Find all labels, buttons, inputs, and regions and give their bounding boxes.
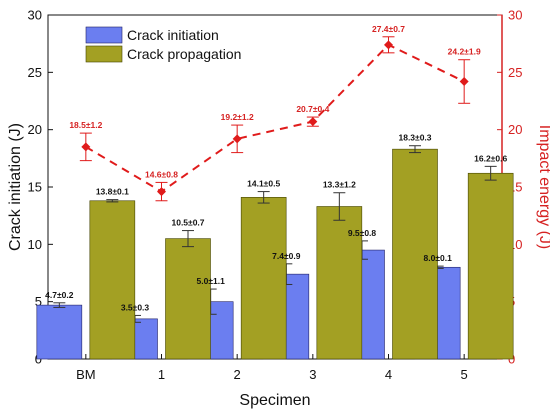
bars-group (36, 145, 514, 360)
impact-energy-point (384, 40, 393, 50)
legend: Crack initiation Crack propagation (85, 26, 241, 63)
line-data-label: 14.6±0.8 (145, 169, 178, 179)
y2-tick-label: 25 (508, 65, 522, 80)
y-axis-title: Crack initiation (J) (7, 123, 24, 251)
bar-data-label: 4.7±0.2 (45, 290, 74, 300)
bar-data-label: 9.5±0.8 (348, 228, 377, 238)
bar-crack-propagation (467, 172, 514, 360)
y-tick-label: 15 (28, 180, 42, 195)
y2-tick-label: 30 (508, 8, 522, 23)
x-tick-label: 4 (385, 367, 392, 382)
bar-data-label: 5.0±1.1 (197, 276, 226, 286)
impact-energy-point (157, 187, 166, 197)
bar-data-label: 16.2±0.6 (474, 153, 507, 163)
line-data-label: 24.2±1.9 (448, 47, 481, 57)
bar-data-label: 7.4±0.9 (272, 251, 301, 261)
line-data-label: 18.5±1.2 (69, 120, 102, 130)
legend-swatch-crack-propagation (85, 45, 123, 63)
impact-energy-point (459, 77, 469, 87)
x-tick-label: 5 (461, 367, 468, 382)
impact-energy-line (85, 43, 465, 193)
bar-data-label: 8.0±0.1 (424, 253, 453, 263)
x-tick-label: 3 (309, 367, 316, 382)
bar-crack-propagation (240, 197, 287, 360)
impact-energy-line-group (79, 36, 471, 202)
x-tick-label: BM (76, 367, 96, 382)
bar-data-label: 13.3±1.2 (323, 180, 356, 190)
x-tick-label: 2 (234, 367, 241, 382)
bar-crack-propagation (165, 238, 211, 360)
x-tick-label: 1 (158, 367, 165, 382)
line-data-label: 19.2±1.2 (221, 112, 254, 122)
bar-data-label: 10.5±0.7 (171, 218, 204, 228)
line-data-label: 20.7±0.4 (296, 104, 329, 114)
y-tick-label: 10 (28, 237, 42, 252)
bar-data-label: 13.8±0.1 (96, 187, 129, 197)
y2-tick-label: 20 (508, 122, 522, 137)
bar-crack-propagation (392, 148, 438, 360)
impact-energy-point (232, 134, 242, 144)
left-axis-ticks: 051015202530 (28, 8, 53, 367)
line-data-label: 27.4±0.7 (372, 24, 405, 34)
bar-data-label: 18.3±0.3 (398, 133, 431, 143)
legend-label-crack-initiation: Crack initiation (127, 27, 219, 43)
bar-crack-propagation (89, 200, 136, 360)
bar-crack-initiation (36, 304, 83, 360)
x-axis-ticks: BM 1 2 3 4 5 (76, 354, 468, 382)
y-tick-label: 5 (35, 294, 42, 309)
bar-data-label: 3.5±0.3 (121, 302, 150, 312)
y-tick-label: 20 (28, 122, 42, 137)
impact-energy-point (308, 117, 318, 127)
y-tick-label: 30 (28, 8, 42, 23)
data-labels-group: 4.7±0.2 3.5±0.3 5.0±1.1 7.4±0.9 9.5±0.8 8.0±0… (45, 24, 507, 313)
legend-label-crack-propagation: Crack propagation (127, 46, 241, 62)
bar-data-label: 14.1±0.5 (247, 179, 280, 189)
x-axis-title: Specimen (239, 392, 310, 409)
bar-crack-propagation (316, 206, 363, 360)
y-tick-label: 25 (28, 65, 42, 80)
y2-axis-title: Impact energy (J) (536, 125, 550, 249)
legend-swatch-crack-initiation (85, 26, 123, 44)
impact-energy-point (81, 142, 91, 152)
